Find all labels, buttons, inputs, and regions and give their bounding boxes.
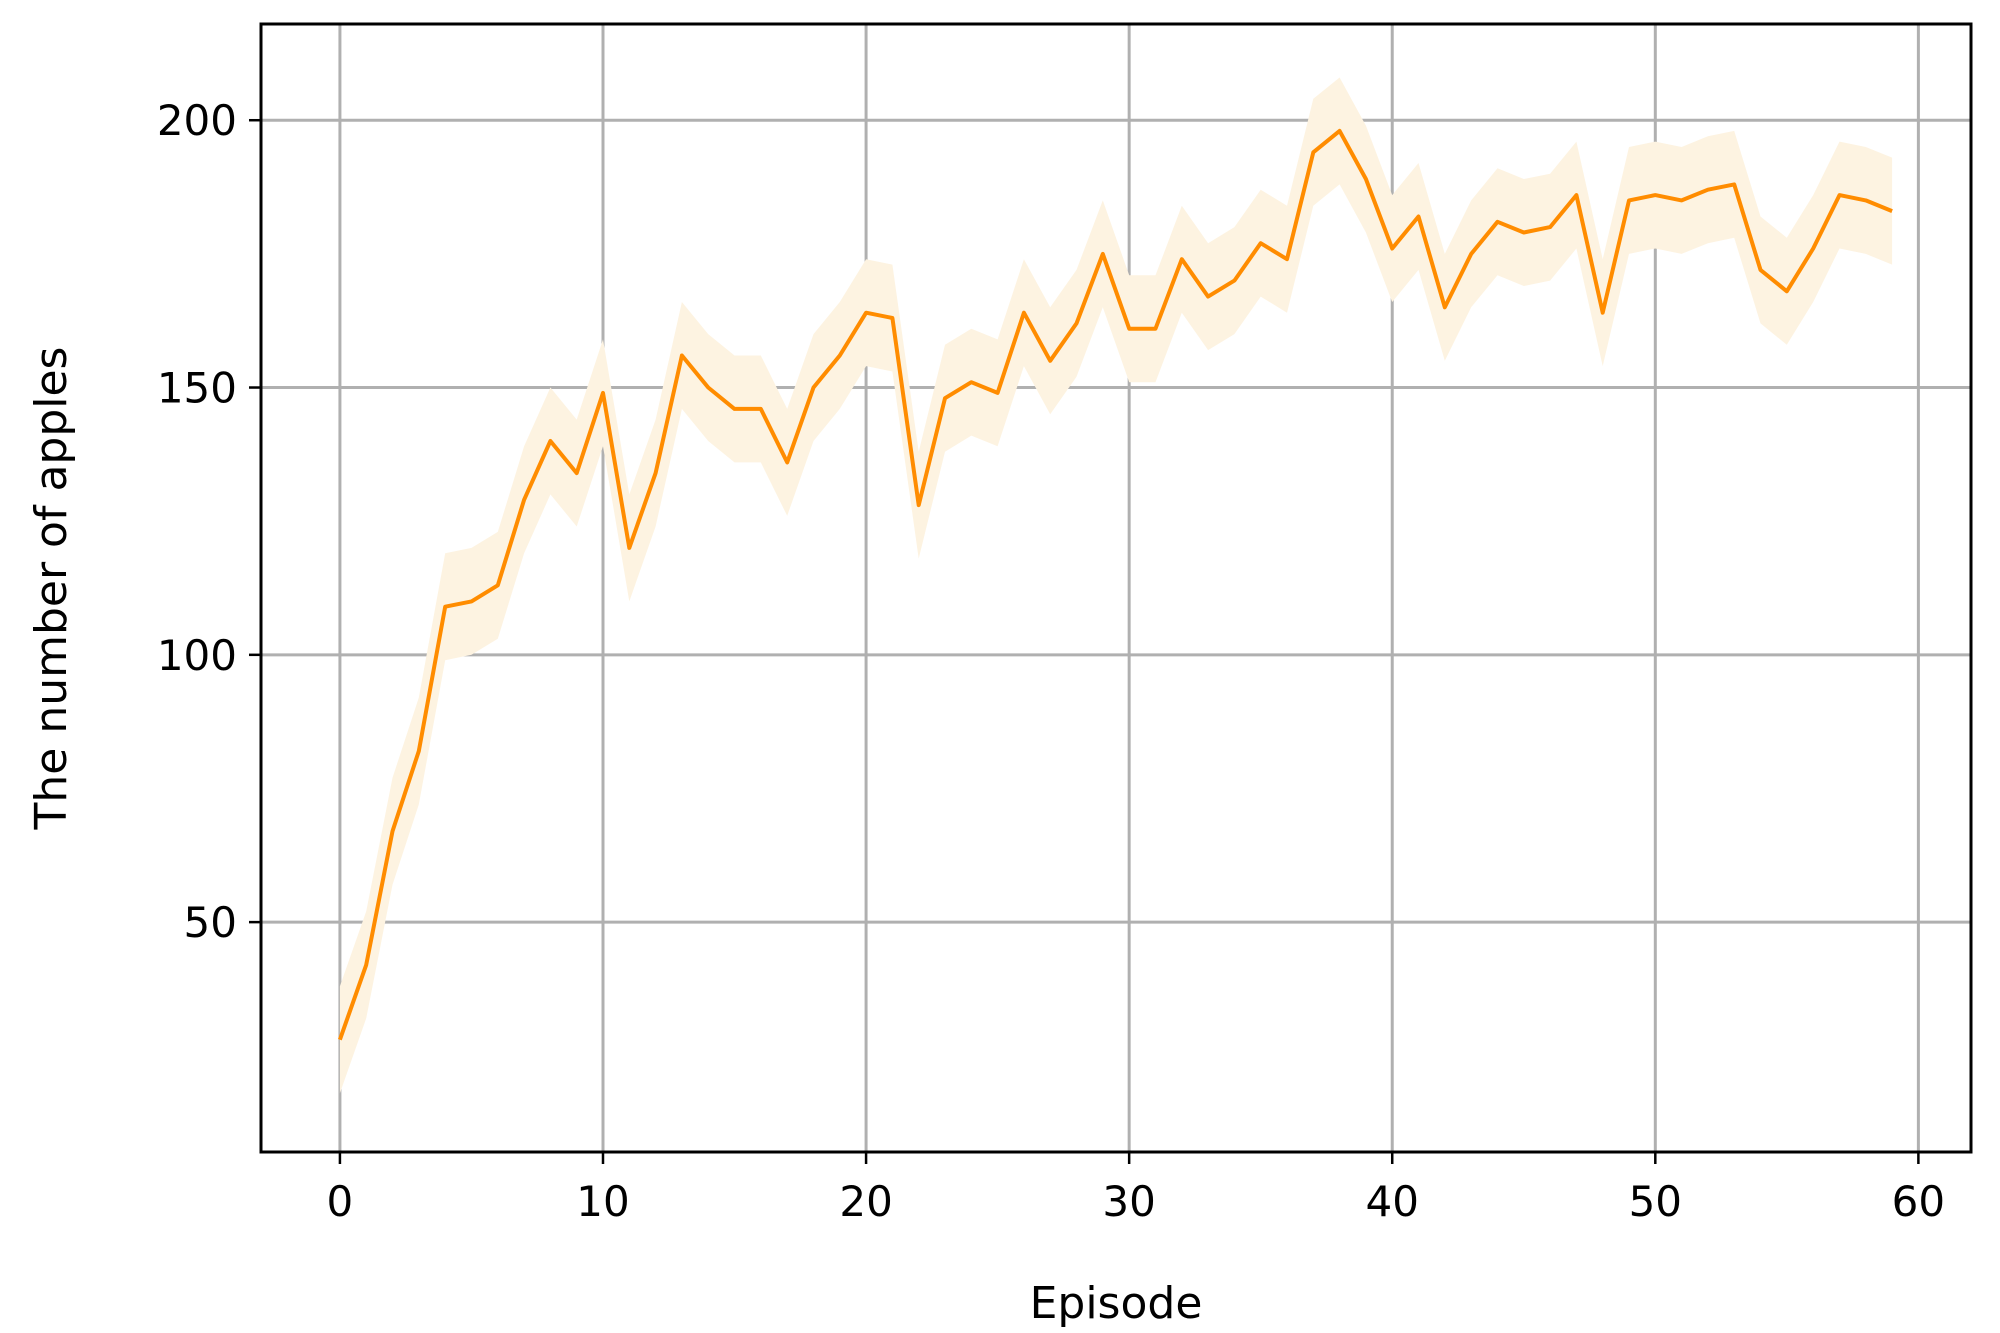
x-tick-label: 50 [1629,1177,1682,1226]
x-tick-label: 10 [576,1177,629,1226]
x-axis-label: Episode [1030,1278,1203,1329]
x-tick-label: 40 [1366,1177,1419,1226]
y-axis-label: The number of apples [26,347,77,831]
y-tick-label: 200 [157,96,237,145]
y-tick-label: 50 [184,898,237,947]
y-axis-ticks: 50 100 150 200 [157,96,261,947]
confidence-band-group [339,77,1893,1094]
x-tick-label: 20 [839,1177,892,1226]
x-tick-label: 60 [1892,1177,1945,1226]
series-line [338,128,1893,1041]
x-tick-label: 0 [327,1177,354,1226]
x-tick-label: 30 [1102,1177,1155,1226]
confidence-band [339,77,1893,1094]
y-tick-label: 100 [157,631,237,680]
plot-frame [259,22,1973,1154]
x-axis-ticks: 0 10 20 30 40 50 60 [327,1152,1945,1226]
y-tick-label: 150 [157,364,237,413]
series-line-group [338,128,1893,1041]
